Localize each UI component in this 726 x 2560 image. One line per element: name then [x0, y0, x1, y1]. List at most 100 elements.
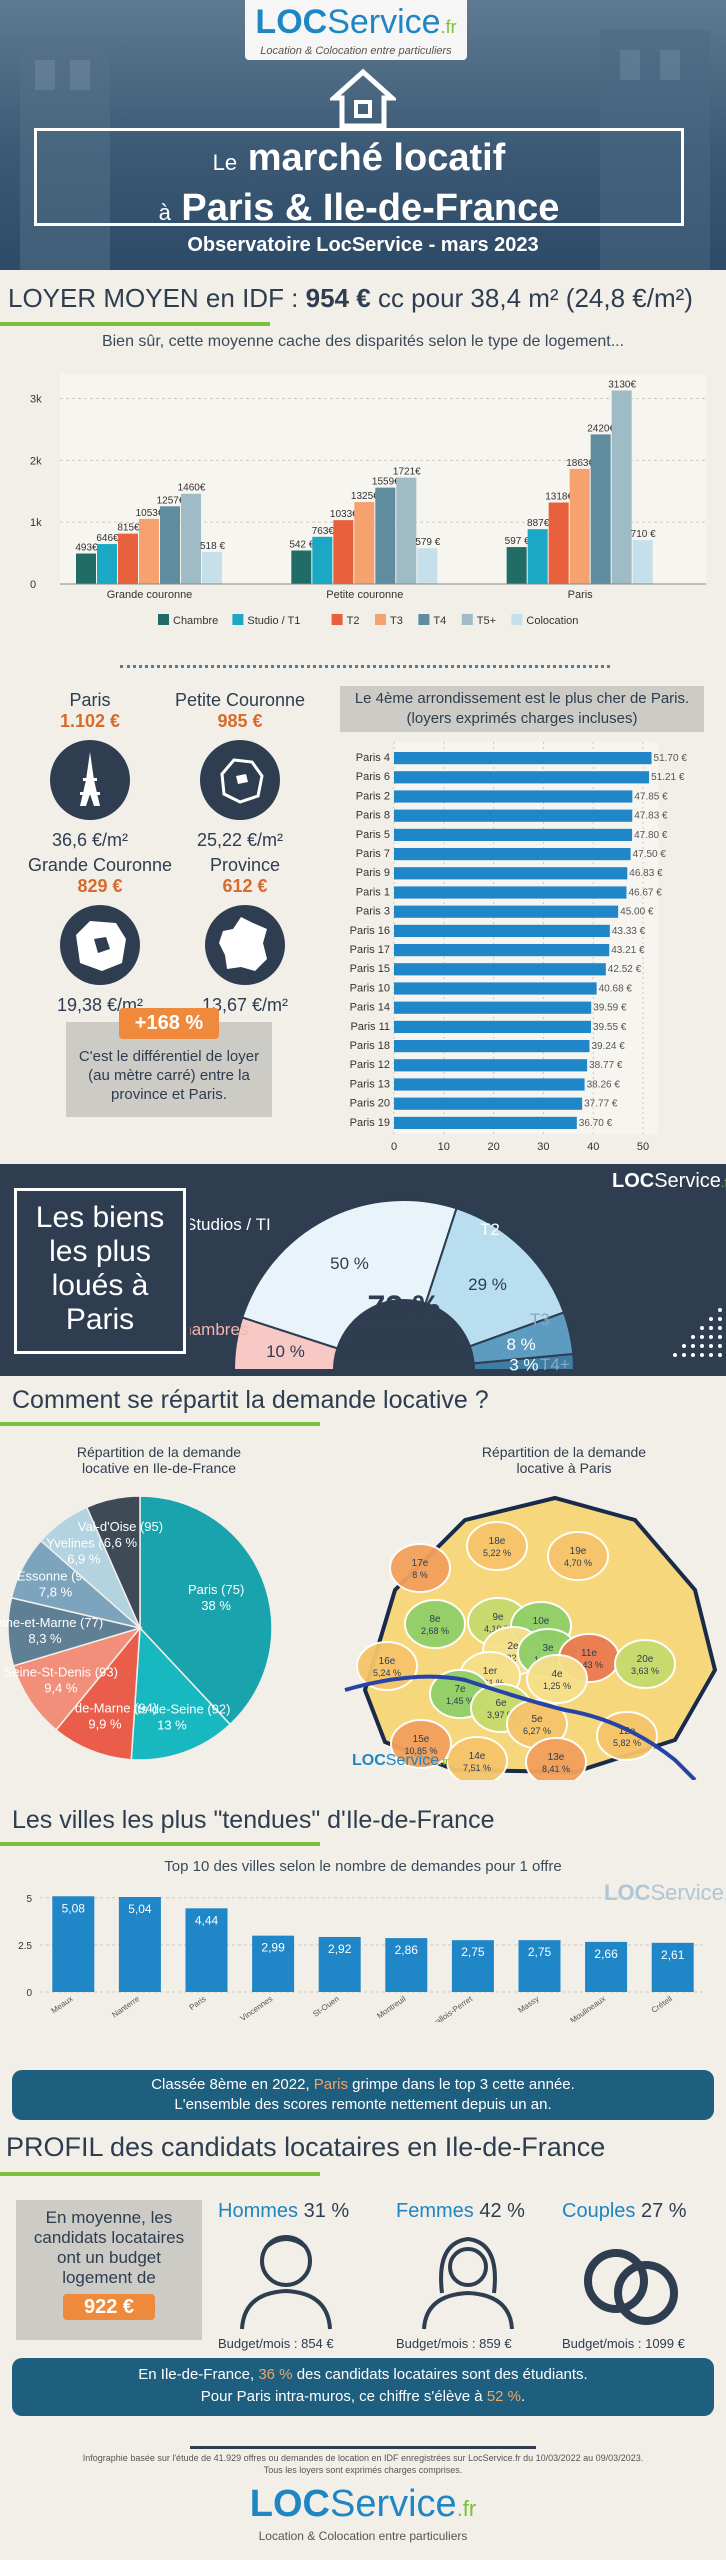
- decorative-dot: [691, 1335, 695, 1339]
- x-tick-label: 10: [438, 1141, 450, 1152]
- villes-title: Les villes les plus "tendues" d'Ile-de-F…: [12, 1806, 495, 1834]
- footer-note: Infographie basée sur l'étude de 41.929 …: [82, 2453, 644, 2475]
- decorative-dot: [673, 1353, 677, 1357]
- y-tick-label: Paris 2: [356, 790, 390, 802]
- center-value: 73 %: [368, 1289, 441, 1325]
- y-tick-label: Paris 1: [356, 886, 390, 898]
- bar: [181, 493, 201, 584]
- legend-label: Studio / T1: [247, 615, 300, 627]
- bar: [394, 848, 631, 861]
- bar: [611, 390, 632, 584]
- arrondissement-zone: [404, 1599, 466, 1649]
- y-tick-label: Paris 14: [350, 1002, 390, 1014]
- bar-value-label: 47.85 €: [634, 791, 668, 802]
- city-grande-couronne: Grande Couronne 829 € 19,38 €/m²: [27, 855, 173, 1015]
- bar: [394, 1097, 583, 1110]
- arrondissement-label: 19e: [570, 1546, 587, 1557]
- x-tick-label: Petite couronne: [326, 589, 403, 601]
- y-tick-label: 2.5: [18, 1941, 32, 1952]
- footer-logo: LOCService.fr Location & Colocation entr…: [249, 2483, 477, 2543]
- differential-box: +168 % C'est le différentiel de loyer (au…: [66, 1008, 272, 1117]
- logo-watermark: LOCService.fr: [604, 1880, 726, 1905]
- x-tick-label: Paris: [568, 589, 594, 601]
- bar-value-label: 710 €: [631, 529, 656, 540]
- y-tick-label: 2k: [30, 455, 42, 467]
- city-province: Province 612 € 13,67 €/m²: [201, 855, 289, 1015]
- bar-value-label: 38.26 €: [587, 1079, 621, 1090]
- y-tick-label: Paris 6: [356, 771, 390, 783]
- arrondissement-zone: [466, 1521, 528, 1571]
- arrondissement-value: 9,43 %: [575, 1660, 603, 1670]
- green-underline: [0, 1422, 320, 1426]
- decorative-dot: [691, 1344, 695, 1348]
- bar: [548, 502, 569, 584]
- y-tick-label: Paris 12: [350, 1059, 390, 1071]
- legend-swatch: [375, 614, 386, 625]
- bar: [394, 1040, 590, 1053]
- x-tick-label: 0: [391, 1141, 397, 1152]
- slice-category-label: Paris (75): [188, 1582, 244, 1597]
- rings-icon: [584, 2249, 678, 2325]
- arrondissement-value: 1,61 %: [476, 1678, 504, 1688]
- arrondissement-value: 1,25 %: [543, 1681, 571, 1691]
- bar-value-label: 1460€: [178, 483, 206, 494]
- slice-category-label: Studios / TI: [190, 1215, 271, 1234]
- slice-value-label: 9,9 %: [88, 1716, 122, 1731]
- bar-value-label: 42.52 €: [608, 964, 642, 975]
- y-tick-label: Paris 4: [356, 752, 390, 764]
- bar-value-label: 39.24 €: [591, 1041, 625, 1052]
- slice-category-label: T3: [530, 1310, 550, 1329]
- bar-value-label: 2420€: [587, 423, 615, 434]
- bar-value-label: 51.21 €: [651, 772, 685, 783]
- bar: [518, 1940, 561, 1992]
- bar-value-label: 40.68 €: [599, 983, 633, 994]
- legend-label: T3: [390, 615, 403, 627]
- arrondissement-value: 2,68 %: [421, 1626, 449, 1636]
- slice-value-label: 3 %: [509, 1355, 538, 1374]
- differential-pill: +168 %: [119, 1008, 219, 1039]
- eiffel-tower-icon: [50, 740, 130, 820]
- bar: [394, 886, 627, 899]
- bar-value-label: 1257€: [157, 495, 185, 506]
- profil-couples: Couples 27 % Budget/mois : 1099 €: [562, 2200, 722, 2351]
- bar: [202, 551, 222, 584]
- grande-couronne-map-icon: [60, 905, 140, 985]
- tension-chart: 0 2.5 5 5,08 Meaux 5,04 Nanterre 4,44 Paris 2,99 V…: [18, 1894, 706, 2022]
- profil-femmes: Femmes 42 % Budget/mois : 859 €: [396, 2200, 556, 2351]
- bar-value-label: 2,99: [261, 1941, 285, 1955]
- legend-swatch: [331, 614, 343, 625]
- bar-value-label: 43.33 €: [612, 926, 646, 937]
- x-tick-label: Meaux: [50, 1994, 75, 2015]
- slice-category-label: Chambres: [190, 1320, 248, 1339]
- bar-value-label: 597 €: [505, 536, 530, 547]
- bar: [651, 1942, 694, 1992]
- bar-value-label: 51.70 €: [654, 753, 688, 764]
- most-rented-chart: 10 % Chambres 50 % Studios / TI 29 % T2 8 % T3 3…: [190, 1199, 722, 1374]
- bar-value-label: 1721€: [393, 467, 421, 478]
- bar: [632, 540, 653, 584]
- seine-river: [344, 1674, 697, 1780]
- slice-category-label: Hauts-de-Seine (92): [113, 1702, 230, 1717]
- y-tick-label: Paris 10: [350, 982, 390, 994]
- pie-slice: [139, 1495, 273, 1726]
- legend-label: T2: [347, 615, 360, 627]
- bar-value-label: 2,92: [328, 1942, 352, 1956]
- bar-value-label: 542 €: [289, 539, 314, 550]
- bar: [590, 434, 611, 584]
- decorative-dot: [700, 1326, 704, 1330]
- bar: [394, 790, 633, 803]
- arrondissement-value: 7,51 %: [463, 1763, 491, 1773]
- villes-info-box: Classée 8ème en 2022, Paris grimpe dans …: [12, 2070, 714, 2120]
- x-tick-label: 40: [587, 1141, 599, 1152]
- bar-value-label: 38.77 €: [589, 1060, 623, 1071]
- bar: [385, 1938, 428, 1992]
- y-tick-label: Paris 17: [350, 944, 390, 956]
- slice-value-label: 8,3 %: [28, 1631, 62, 1646]
- x-tick-label: St-Ouen: [311, 1994, 341, 2018]
- arrondissement-label: 6e: [495, 1698, 507, 1709]
- y-tick-label: 0: [30, 579, 36, 591]
- y-tick-label: Paris 11: [350, 1021, 390, 1033]
- bar: [333, 520, 354, 584]
- decorative-dot: [718, 1326, 722, 1330]
- arrondissement-label: 3e: [542, 1643, 554, 1654]
